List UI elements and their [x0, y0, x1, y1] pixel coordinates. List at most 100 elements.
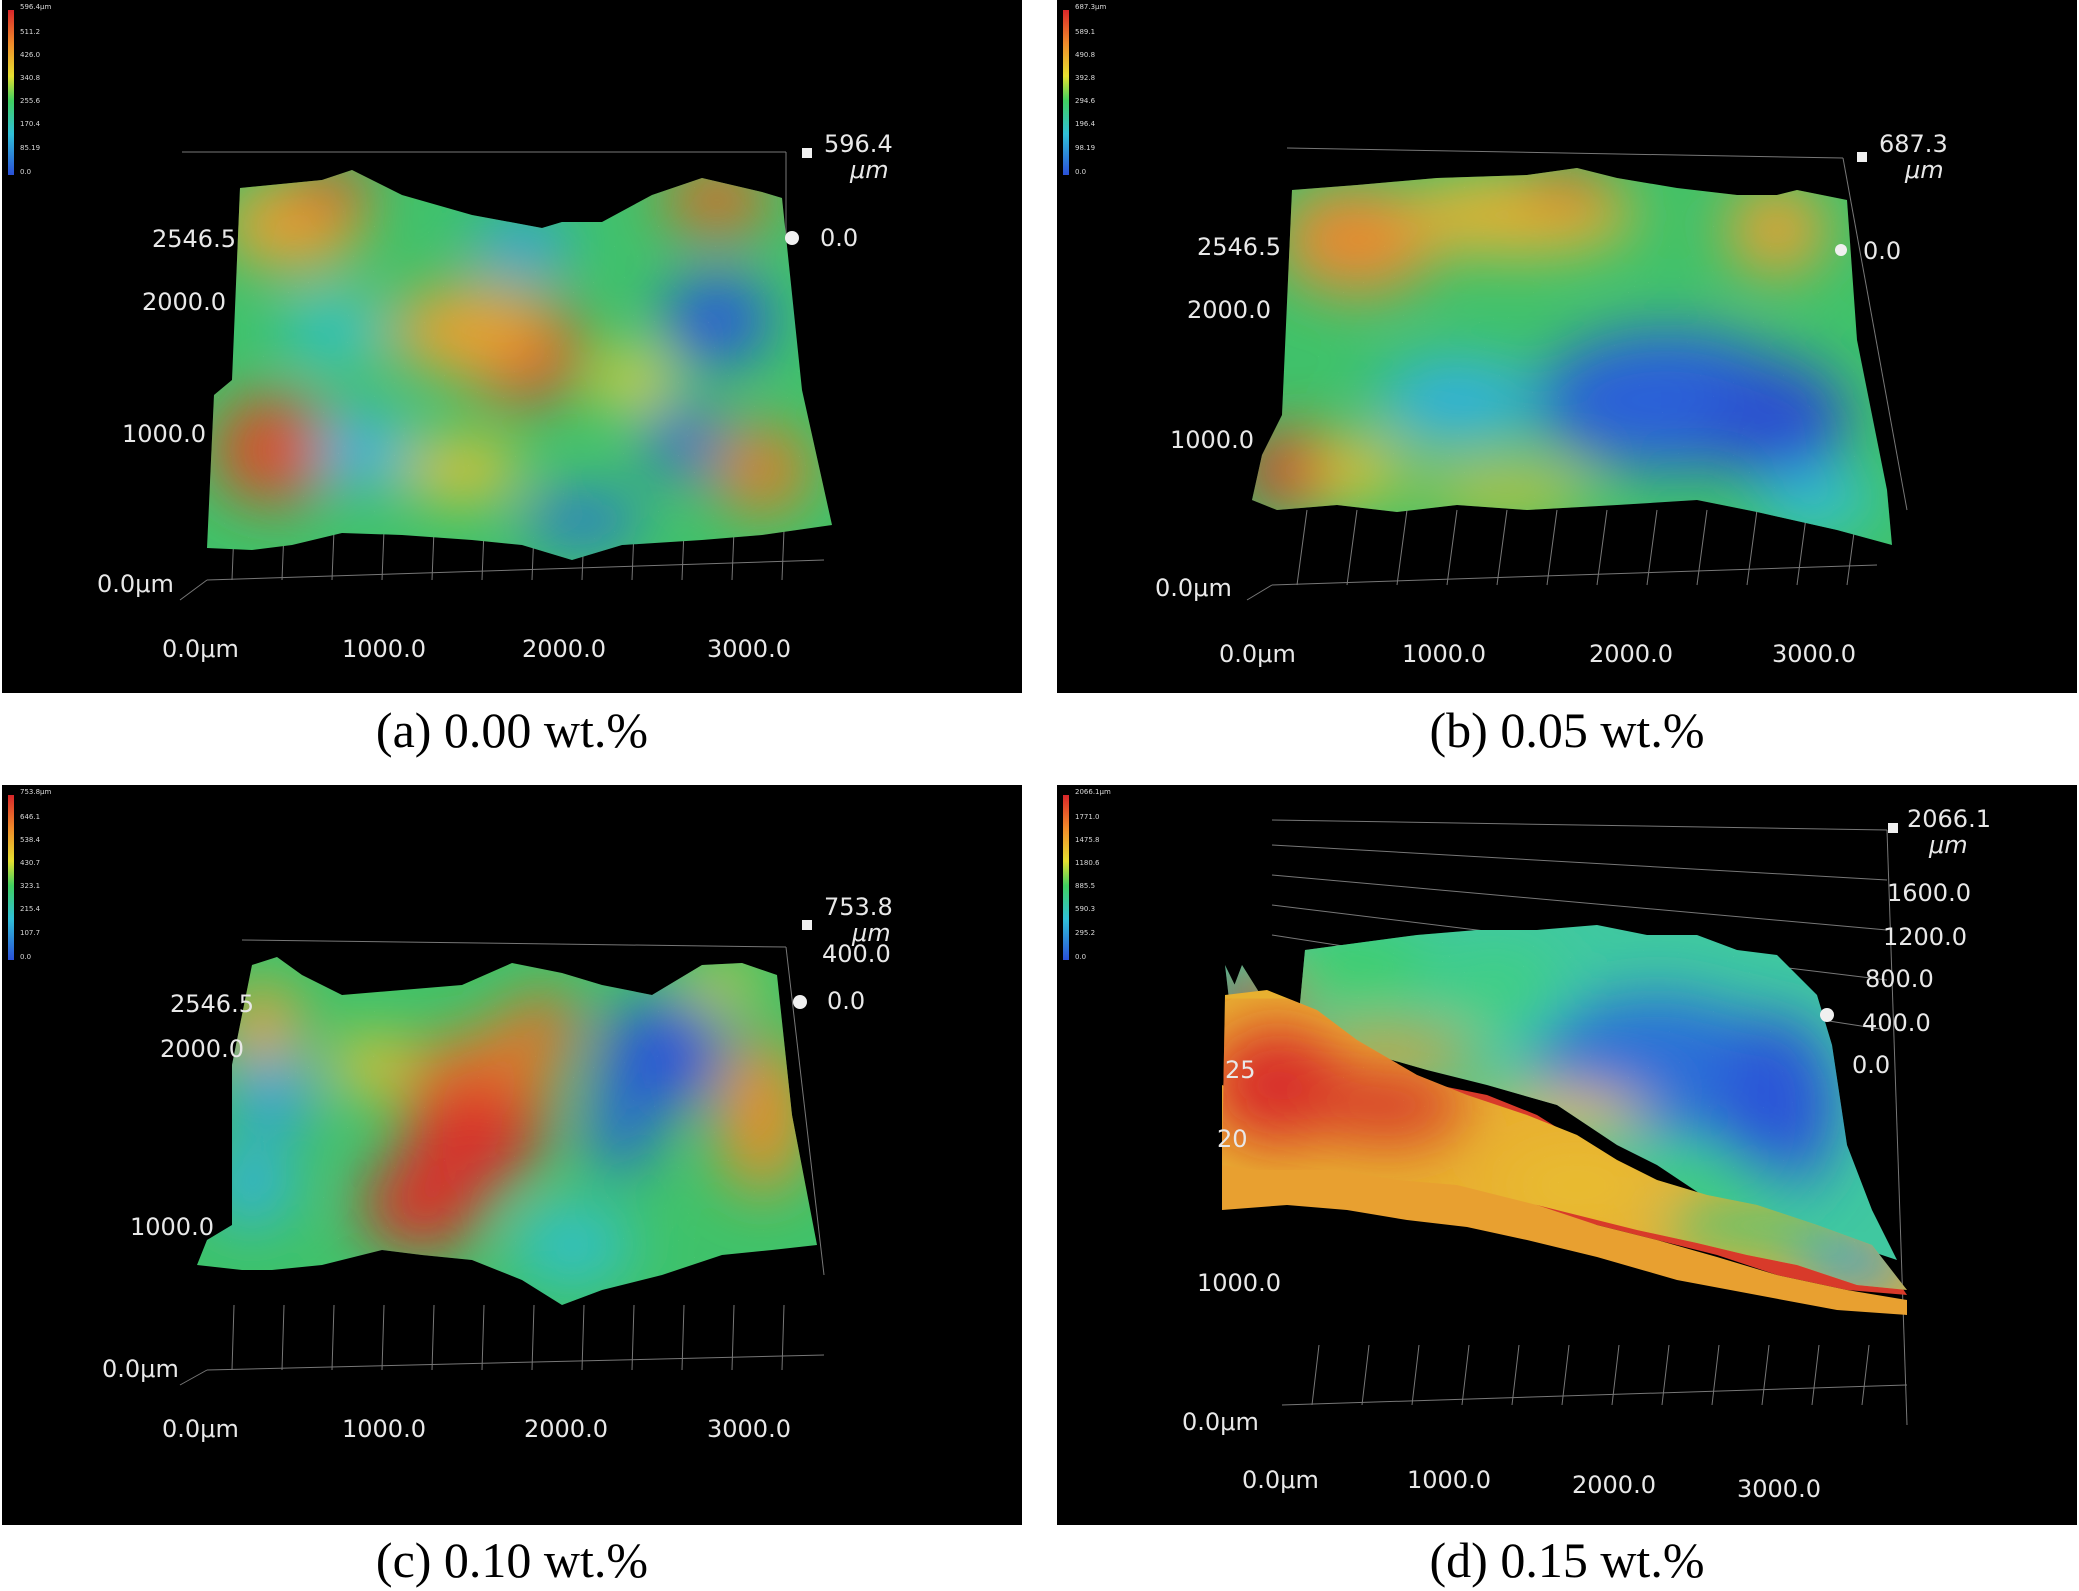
z-axis-max: 596.4 — [824, 130, 893, 158]
y-axis-tick: 1000.0 — [122, 420, 206, 448]
colorbar-max-label: 687.3μm — [1075, 3, 1106, 11]
caption-c: (c) 0.10 wt.% — [375, 1532, 649, 1588]
z-axis-zero-marker — [785, 231, 799, 245]
z-axis-zero-marker — [1835, 244, 1847, 256]
colorbar-tick: 0.0 — [1075, 953, 1086, 961]
colorbar-tick: 589.1 — [1075, 28, 1095, 36]
panel-a: 596.4μm 511.2 426.0 340.8 255.6 170.4 85… — [2, 0, 1022, 693]
panel-b: 687.3μm 589.1 490.8 392.8 294.6 196.4 98… — [1057, 0, 2077, 693]
grid-floor — [1246, 147, 1908, 601]
y-axis-tick: 0.0μm — [1155, 574, 1232, 602]
z-axis-tick: 0.0 — [820, 224, 858, 252]
colorbar: 687.3μm 589.1 490.8 392.8 294.6 196.4 98… — [1063, 3, 1106, 176]
z-axis-max-marker — [802, 148, 812, 158]
colorbar-tick: 196.4 — [1075, 120, 1096, 128]
y-axis-tick: 0.0μm — [102, 1355, 179, 1383]
z-axis-max-marker — [1857, 152, 1867, 162]
z-axis-unit: μm — [851, 919, 891, 947]
colorbar-tick: 323.1 — [20, 882, 40, 890]
x-axis-tick: 0.0μm — [162, 1415, 239, 1443]
colorbar-tick: 0.0 — [20, 953, 31, 961]
grid-floor — [179, 151, 825, 601]
y-axis-tick: 0.0μm — [97, 570, 174, 598]
colorbar-tick: 1771.0 — [1075, 813, 1100, 821]
x-axis-tick: 1000.0 — [342, 1415, 426, 1443]
axis-labels: 2066.1 μm 1600.0 1200.0 800.0 400.0 0.0 … — [1182, 805, 1991, 1503]
x-axis-tick: 2000.0 — [522, 635, 606, 663]
z-axis-unit: μm — [849, 156, 889, 184]
z-axis-tick: 400.0 — [1862, 1009, 1931, 1037]
z-axis-unit: μm — [1928, 831, 1968, 859]
colorbar-tick: 538.4 — [20, 836, 41, 844]
x-axis-tick: 2000.0 — [1572, 1471, 1656, 1499]
z-axis-tick: 800.0 — [1865, 965, 1934, 993]
colorbar-tick: 590.3 — [1075, 905, 1095, 913]
z-axis-tick: 0.0 — [1863, 237, 1901, 265]
colorbar-tick: 85.19 — [20, 144, 40, 152]
colorbar-max-label: 2066.1μm — [1075, 788, 1111, 796]
colorbar-tick: 215.4 — [20, 905, 41, 913]
x-axis-tick: 0.0μm — [1242, 1466, 1319, 1494]
colorbar: 2066.1μm 1771.0 1475.8 1180.6 885.5 590.… — [1063, 788, 1111, 961]
y-axis-tick: 20 — [1217, 1125, 1248, 1153]
colorbar-tick: 170.4 — [20, 120, 41, 128]
caption-d: (d) 0.15 wt.% — [1429, 1532, 1705, 1588]
colorbar-tick: 511.2 — [20, 28, 40, 36]
surface-map — [197, 957, 817, 1305]
x-axis-tick: 3000.0 — [1737, 1475, 1821, 1503]
colorbar: 596.4μm 511.2 426.0 340.8 255.6 170.4 85… — [8, 3, 51, 176]
y-axis-tick: 25 — [1225, 1056, 1256, 1084]
z-axis-tick: 0.0 — [827, 987, 865, 1015]
x-axis-tick: 1000.0 — [1402, 640, 1486, 668]
z-axis-tick: 400.0 — [822, 940, 891, 968]
y-axis-tick: 2000.0 — [142, 288, 226, 316]
caption-a: (a) 0.00 wt.% — [375, 702, 649, 758]
axis-labels: 753.8 μm 400.0 0.0 2546.5 2000.0 1000.0 … — [102, 893, 893, 1443]
colorbar-tick: 646.1 — [20, 813, 40, 821]
x-axis-tick: 0.0μm — [1219, 640, 1296, 668]
x-axis-tick: 2000.0 — [524, 1415, 608, 1443]
colorbar-tick: 294.6 — [1075, 97, 1096, 105]
x-axis-tick: 1000.0 — [1407, 1466, 1491, 1494]
colorbar-tick: 340.8 — [20, 74, 40, 82]
caption-b: (b) 0.05 wt.% — [1429, 702, 1705, 758]
z-axis-unit: μm — [1904, 156, 1944, 184]
grid-floor — [179, 939, 825, 1386]
panel-d: 2066.1μm 1771.0 1475.8 1180.6 885.5 590.… — [1057, 785, 2077, 1525]
x-axis-tick: 0.0μm — [162, 635, 239, 663]
colorbar-max-label: 596.4μm — [20, 3, 51, 11]
z-axis-tick: 1200.0 — [1883, 923, 1967, 951]
colorbar-tick: 1475.8 — [1075, 836, 1100, 844]
y-axis-tick: 1000.0 — [130, 1213, 214, 1241]
colorbar-tick: 426.0 — [20, 51, 40, 59]
x-axis-tick: 2000.0 — [1589, 640, 1673, 668]
y-axis-tick: 2000.0 — [160, 1035, 244, 1063]
z-axis-max: 687.3 — [1879, 130, 1948, 158]
z-axis-tick: 1600.0 — [1887, 879, 1971, 907]
y-axis-tick: 0.0μm — [1182, 1408, 1259, 1436]
x-axis-tick: 3000.0 — [707, 1415, 791, 1443]
colorbar: 753.8μm 646.1 538.4 430.7 323.1 215.4 10… — [8, 788, 51, 961]
z-axis-zero-marker — [1820, 1008, 1834, 1022]
y-axis-tick: 2000.0 — [1187, 296, 1271, 324]
axis-labels: 596.4 μm 0.0 2546.5 2000.0 1000.0 0.0μm … — [97, 130, 893, 663]
colorbar-tick: 392.8 — [1075, 74, 1095, 82]
y-axis-tick: 2546.5 — [170, 990, 254, 1018]
z-axis-zero-marker — [793, 995, 807, 1009]
colorbar-tick: 0.0 — [1075, 168, 1086, 176]
z-axis-max-marker — [802, 920, 812, 930]
y-axis-tick: 1000.0 — [1197, 1269, 1281, 1297]
z-axis-max: 753.8 — [824, 893, 893, 921]
y-axis-tick: 2546.5 — [152, 225, 236, 253]
x-axis-tick: 3000.0 — [707, 635, 791, 663]
x-axis-tick: 3000.0 — [1772, 640, 1856, 668]
z-axis-max: 2066.1 — [1907, 805, 1991, 833]
y-axis-tick: 2546.5 — [1197, 233, 1281, 261]
colorbar-tick: 107.7 — [20, 929, 40, 937]
colorbar-tick: 255.6 — [20, 97, 41, 105]
x-axis-tick: 1000.0 — [342, 635, 426, 663]
z-axis-tick: 0.0 — [1852, 1051, 1890, 1079]
colorbar-tick: 885.5 — [1075, 882, 1095, 890]
y-axis-tick: 1000.0 — [1170, 426, 1254, 454]
z-axis-max-marker — [1888, 823, 1898, 833]
